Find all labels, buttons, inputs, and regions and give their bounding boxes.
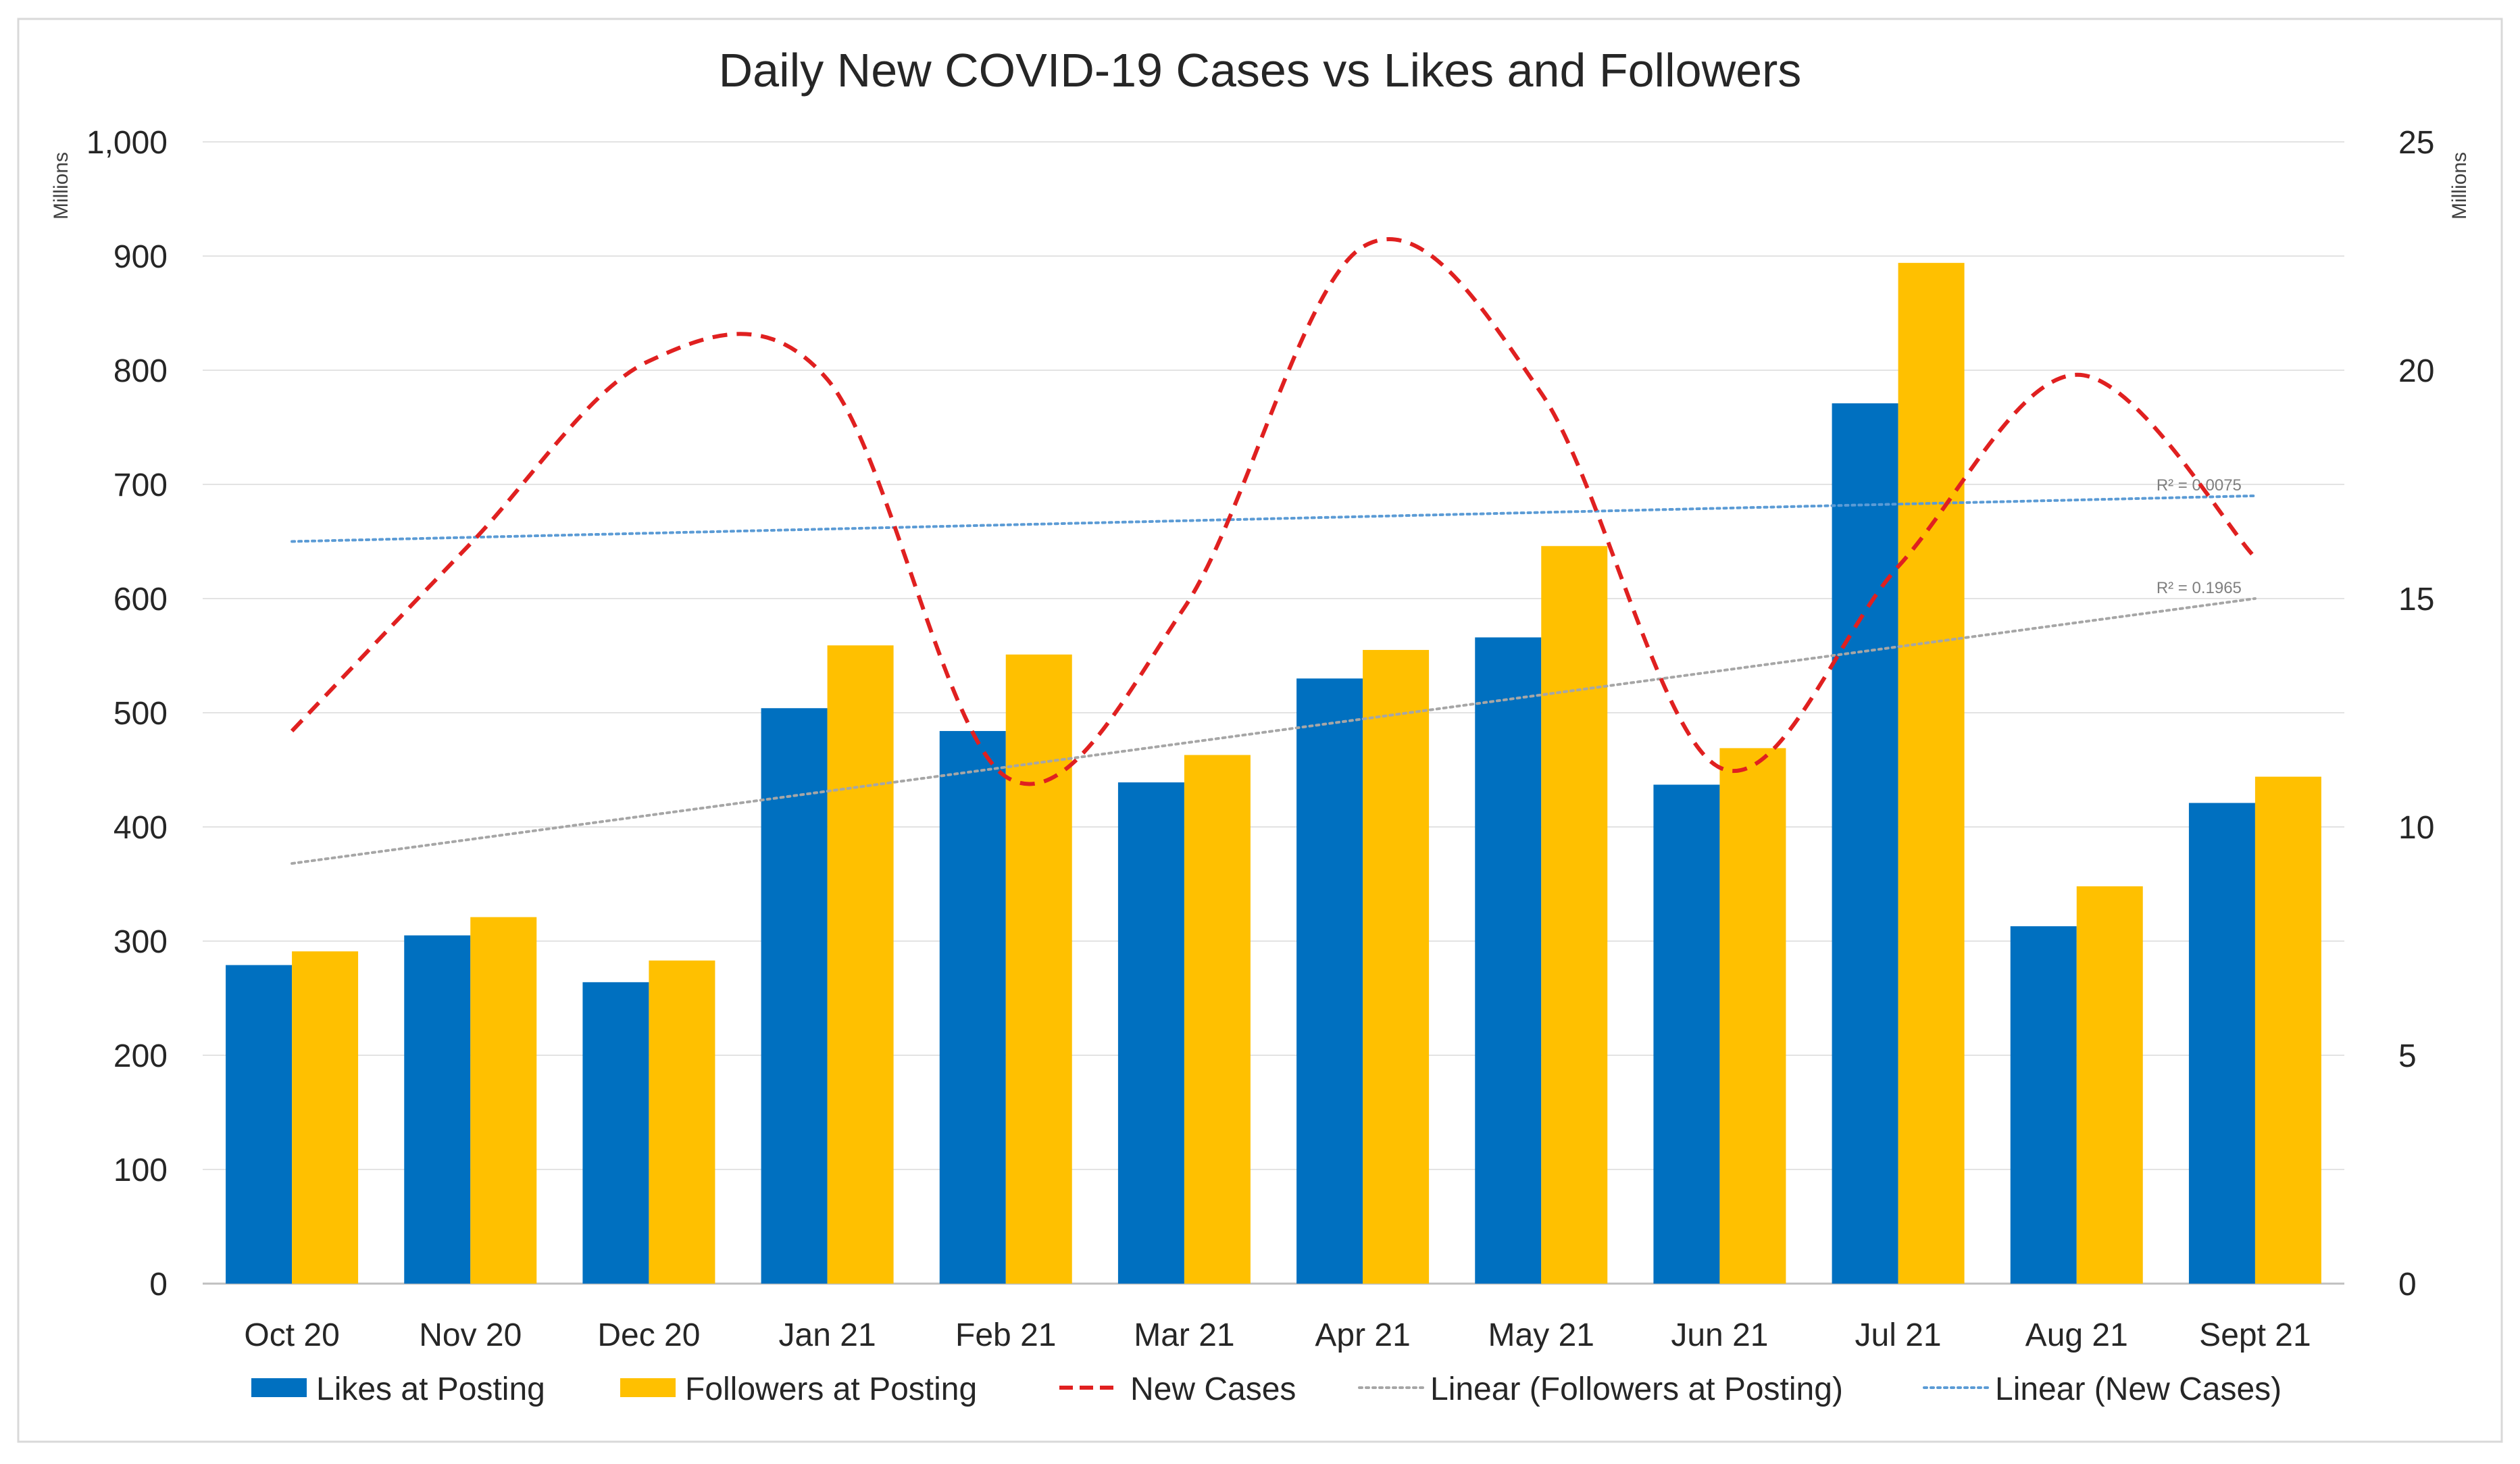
right-tick-label: 0 — [2398, 1267, 2417, 1303]
bar-followers-at-posting — [649, 960, 715, 1284]
x-tick-label: Sept 21 — [2199, 1317, 2311, 1353]
bar-followers-at-posting — [1541, 546, 1608, 1284]
legend-likes-swatch — [251, 1378, 307, 1397]
bar-likes-at-posting — [1296, 678, 1363, 1284]
legend-likes-label: Likes at Posting — [316, 1371, 545, 1407]
new-cases-point — [1182, 606, 1186, 610]
new-cases-point — [2253, 555, 2257, 559]
new-cases-point — [290, 729, 294, 733]
legend: Likes at Posting Followers at Posting New … — [251, 1371, 2282, 1407]
new-cases-point — [826, 378, 830, 382]
left-tick-label: 100 — [114, 1153, 168, 1188]
legend-followers-label: Followers at Posting — [685, 1371, 977, 1407]
bar-likes-at-posting — [2010, 926, 2077, 1284]
bar-likes-at-posting — [404, 935, 471, 1284]
bar-likes-at-posting — [2188, 803, 2255, 1284]
x-tick-label: May 21 — [1488, 1317, 1594, 1353]
left-tick-label: 0 — [149, 1267, 168, 1303]
bar-followers-at-posting — [2076, 886, 2143, 1284]
bar-followers-at-posting — [470, 917, 537, 1284]
bar-followers-at-posting — [1005, 654, 1072, 1284]
bar-likes-at-posting — [761, 708, 828, 1284]
left-tick-label: 300 — [114, 924, 168, 960]
legend-new-cases-label: New Cases — [1130, 1371, 1296, 1407]
x-tick-label: Aug 21 — [2025, 1317, 2128, 1353]
new-cases-point — [647, 359, 651, 363]
right-tick-label: 20 — [2398, 353, 2434, 389]
new-cases-point — [1717, 765, 1721, 769]
bar-followers-at-posting — [1363, 650, 1430, 1284]
legend-followers-swatch — [620, 1378, 676, 1397]
new-cases-point — [468, 542, 472, 546]
new-cases-point — [1896, 565, 1900, 569]
bar-followers-at-posting — [1898, 263, 1965, 1284]
x-tick-label: Oct 20 — [244, 1317, 339, 1353]
new-cases-line — [290, 237, 2257, 786]
legend-linear-followers-label: Linear (Followers at Posting) — [1430, 1371, 1843, 1407]
left-axis-ticks: 0 100 200 300 400 500 600 700 800 900 1,000 — [86, 125, 168, 1303]
bar-followers-at-posting — [1184, 755, 1251, 1284]
bar-likes-at-posting — [1117, 782, 1184, 1284]
bar-followers-at-posting — [827, 645, 894, 1284]
bar-followers-at-posting — [1719, 748, 1786, 1284]
new-cases-point — [1004, 775, 1008, 779]
left-tick-label: 800 — [114, 353, 168, 389]
bar-followers-at-posting — [2254, 776, 2321, 1284]
right-tick-label: 10 — [2398, 810, 2434, 846]
x-tick-label: Mar 21 — [1134, 1317, 1234, 1353]
left-tick-label: 1,000 — [86, 125, 168, 161]
left-tick-label: 500 — [114, 696, 168, 732]
new-cases-point — [2075, 373, 2079, 377]
bar-likes-at-posting — [1653, 784, 1720, 1284]
legend-linear-new-cases-label: Linear (New Cases) — [1995, 1371, 2282, 1407]
trendline-followers — [291, 597, 2257, 865]
bar-followers-at-posting — [292, 951, 359, 1284]
x-tick-label: Jan 21 — [779, 1317, 876, 1353]
chart-title: Daily New COVID-19 Cases vs Likes and Fo… — [719, 44, 1802, 97]
x-tick-label: Apr 21 — [1315, 1317, 1410, 1353]
x-tick-label: Feb 21 — [955, 1317, 1056, 1353]
right-tick-label: 5 — [2398, 1038, 2417, 1074]
new-cases-point — [1539, 391, 1543, 395]
left-tick-label: 600 — [114, 582, 168, 617]
left-tick-label: 400 — [114, 810, 168, 846]
new-cases-line-group — [290, 237, 2257, 786]
bar-likes-at-posting — [582, 982, 649, 1284]
right-tick-label: 15 — [2398, 582, 2434, 617]
left-tick-label: 900 — [114, 239, 168, 275]
left-axis-unit-label: Millions — [50, 152, 72, 220]
left-tick-label: 700 — [114, 468, 168, 503]
bar-likes-at-posting — [226, 965, 293, 1284]
x-axis-ticks: Oct 20 Nov 20 Dec 20 Jan 21 Feb 21 Mar 21 Apr … — [244, 1317, 2311, 1353]
x-tick-label: Jul 21 — [1855, 1317, 1942, 1353]
right-axis-ticks: 0 5 10 15 20 25 — [2398, 125, 2434, 1303]
x-tick-label: Nov 20 — [419, 1317, 522, 1353]
trendline-new-cases — [291, 494, 2257, 543]
new-cases-point — [1361, 245, 1365, 249]
bar-likes-at-posting — [1832, 403, 1898, 1284]
bar-likes-at-posting — [1475, 637, 1542, 1284]
right-tick-label: 25 — [2398, 125, 2434, 161]
right-axis-unit-label: Millions — [2448, 152, 2471, 220]
bar-likes-at-posting — [939, 731, 1006, 1284]
gridlines — [203, 141, 2344, 1285]
x-tick-label: Dec 20 — [597, 1317, 700, 1353]
bars — [226, 263, 2321, 1284]
trendline-r2-label: R² = 0.1965 — [2157, 579, 2242, 597]
x-tick-label: Jun 21 — [1671, 1317, 1768, 1353]
left-tick-label: 200 — [114, 1038, 168, 1074]
